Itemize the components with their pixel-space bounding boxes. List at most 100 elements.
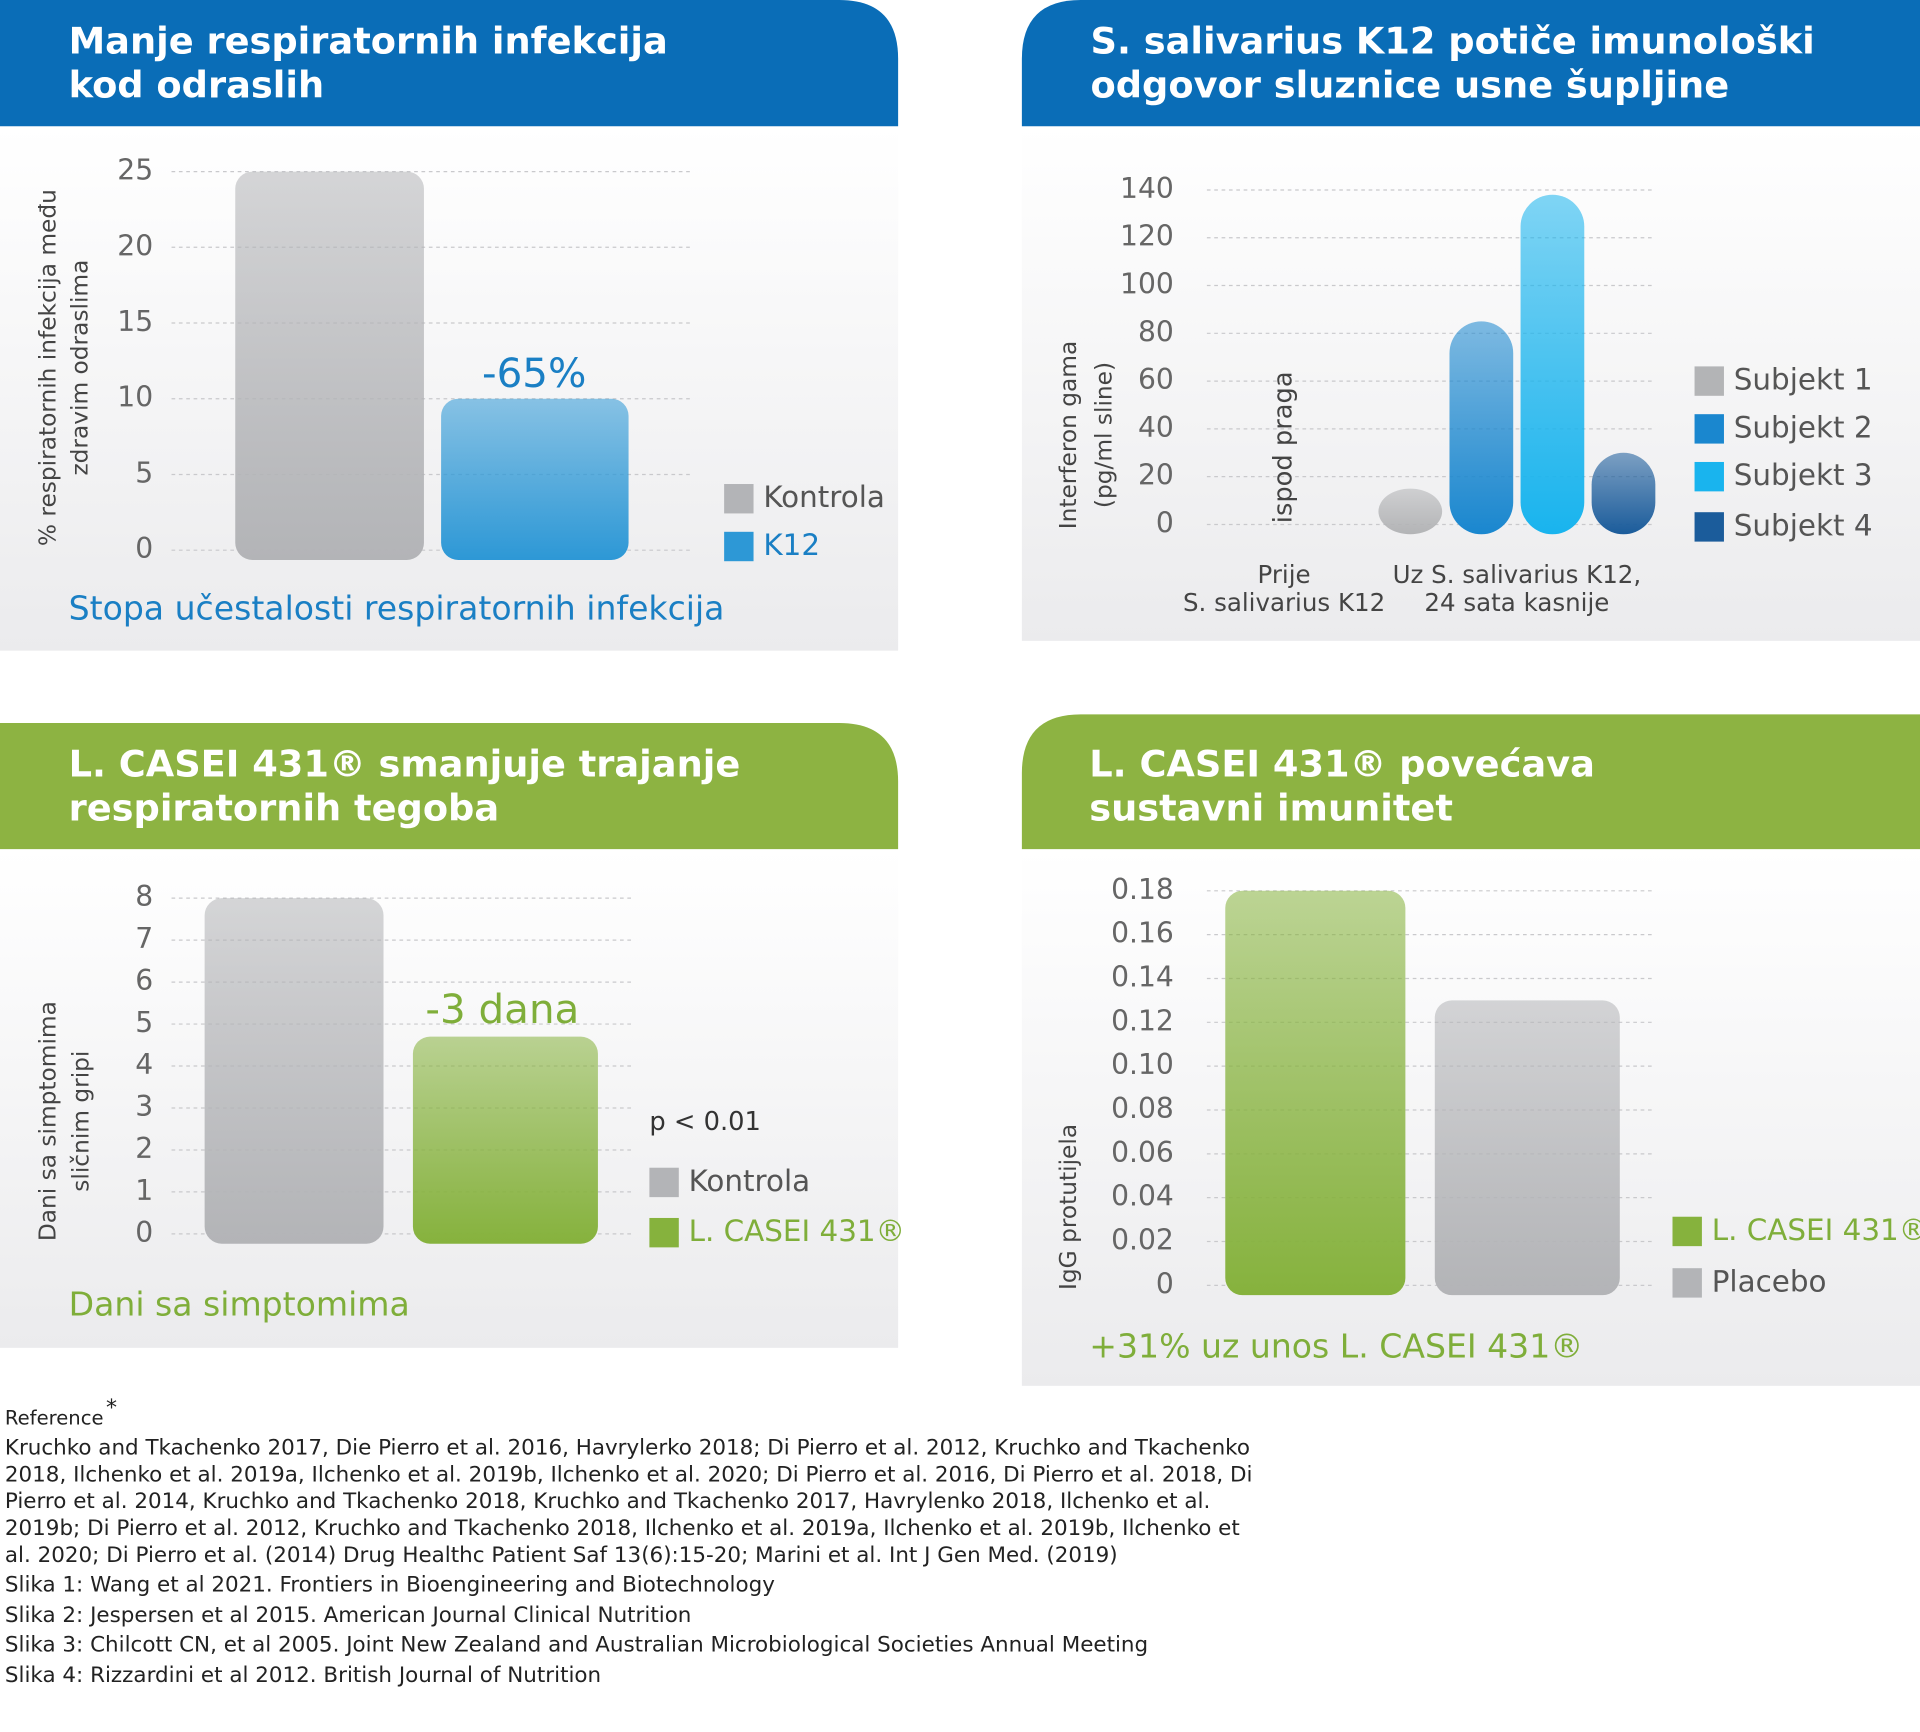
- y-axis-label: zdravim odraslima: [66, 260, 93, 476]
- reference-line: Pierro et al. 2014, Kruchko and Tkachenk…: [5, 1489, 1210, 1514]
- bar: [1378, 488, 1443, 535]
- y-axis-label: IgG protutijela: [1055, 1124, 1082, 1290]
- caption: Dani sa simptomima: [69, 1285, 410, 1324]
- x-tick-label: Prije: [1258, 560, 1311, 589]
- y-axis-label: Interferon gama: [1055, 341, 1082, 530]
- legend-swatch: [1672, 1268, 1702, 1298]
- y-tick-label: 0.14: [1111, 960, 1174, 993]
- annotation: p < 0.01: [649, 1107, 761, 1137]
- x-tick-label: Uz S. salivarius K12,: [1393, 560, 1642, 589]
- bar: [235, 171, 424, 560]
- reference-line: 2018, Ilchenko et al. 2019a, Ilchenko et…: [5, 1462, 1253, 1487]
- y-axis-label: Dani sa simptomima: [35, 1001, 62, 1241]
- reference-line: Slika 3: Chilcott CN, et al 2005. Joint …: [5, 1633, 1148, 1658]
- reference-line: Slika 2: Jespersen et al 2015. American …: [5, 1603, 692, 1628]
- legend-label: L. CASEI 431®: [1712, 1213, 1920, 1247]
- legend-swatch: [1694, 461, 1724, 492]
- y-tick-label: 140: [1120, 172, 1174, 205]
- chart-title: L. CASEI 431® smanjuje trajanje: [69, 742, 741, 785]
- bar: [204, 898, 384, 1244]
- legend-label: Subjekt 3: [1734, 458, 1873, 492]
- reference-line: 2019b; Di Pierro et al. 2012, Kruchko an…: [5, 1516, 1240, 1541]
- panel-header: [1021, 714, 1920, 850]
- bar: [1591, 452, 1656, 535]
- y-tick-label: 3: [135, 1090, 153, 1123]
- y-tick-label: 0: [1156, 506, 1174, 539]
- y-tick-label: 0.02: [1111, 1224, 1174, 1257]
- legend-swatch: [649, 1167, 679, 1198]
- bar: [1225, 890, 1406, 1296]
- reference-line: al. 2020; Di Pierro et al. (2014) Drug H…: [5, 1543, 1118, 1568]
- y-tick-label: 0.06: [1111, 1136, 1174, 1169]
- y-tick-label: 15: [117, 305, 153, 338]
- y-tick-label: 6: [135, 964, 153, 997]
- caption: Stopa učestalosti respiratornih infekcij…: [69, 589, 725, 628]
- chart-title: sustavni imunitet: [1089, 786, 1453, 829]
- chart-title: odgovor sluznice usne šupljine: [1090, 64, 1729, 107]
- annotation: ispod praga: [1269, 371, 1299, 523]
- legend-label: K12: [763, 528, 820, 562]
- y-tick-label: 8: [135, 880, 153, 913]
- legend-swatch: [649, 1217, 679, 1248]
- y-tick-label: 0.12: [1111, 1004, 1174, 1037]
- chart-title: respiratornih tegoba: [69, 786, 500, 829]
- y-tick-label: 4: [135, 1048, 153, 1081]
- reference-line: Slika 1: Wang et al 2021. Frontiers in B…: [5, 1573, 775, 1598]
- reference-line: Kruchko and Tkachenko 2017, Die Pierro e…: [5, 1435, 1250, 1460]
- y-tick-label: 0.08: [1111, 1092, 1174, 1125]
- x-tick-label: 24 sata kasnije: [1424, 588, 1609, 617]
- bar: [412, 1036, 598, 1244]
- legend-label: Subjekt 1: [1734, 363, 1873, 397]
- y-tick-label: 5: [135, 456, 153, 489]
- panel-body: [0, 126, 899, 651]
- y-tick-label: 5: [135, 1006, 153, 1039]
- legend-swatch: [724, 484, 754, 514]
- y-tick-label: 40: [1138, 411, 1174, 444]
- chart-title: L. CASEI 431® povećava: [1089, 742, 1595, 785]
- bar: [441, 398, 629, 560]
- references-mark: *: [106, 1396, 117, 1421]
- panel-header: [0, 0, 899, 127]
- y-axis-label: % respiratornih infekcija među: [35, 189, 62, 546]
- y-axis-label: sličnim gripi: [68, 1051, 95, 1192]
- y-tick-label: 80: [1138, 315, 1174, 348]
- legend-swatch: [1694, 366, 1724, 396]
- y-tick-label: 100: [1120, 268, 1174, 301]
- panel-header: [1021, 0, 1920, 127]
- bar: [1449, 321, 1514, 535]
- y-tick-label: 0.16: [1111, 917, 1174, 950]
- bar: [1520, 194, 1585, 535]
- references-heading: Reference: [5, 1406, 104, 1429]
- legend-label: L. CASEI 431®: [689, 1214, 905, 1248]
- legend-label: Subjekt 2: [1734, 410, 1873, 444]
- y-tick-label: 1: [135, 1174, 153, 1207]
- y-tick-label: 10: [117, 381, 153, 414]
- legend-label: Placebo: [1712, 1264, 1827, 1298]
- y-tick-label: 0.18: [1111, 873, 1174, 906]
- panel-header: [0, 722, 899, 850]
- legend-label: Kontrola: [763, 480, 885, 514]
- y-tick-label: 0: [1156, 1267, 1174, 1300]
- legend-label: Subjekt 4: [1734, 508, 1873, 542]
- annotation: -3 dana: [425, 985, 579, 1033]
- y-tick-label: 25: [117, 154, 153, 187]
- y-tick-label: 120: [1120, 220, 1174, 253]
- y-tick-label: 7: [135, 922, 153, 955]
- bar: [1434, 1000, 1620, 1296]
- y-tick-label: 20: [117, 229, 153, 262]
- y-tick-label: 60: [1138, 363, 1174, 396]
- legend-swatch: [724, 531, 754, 562]
- legend-swatch: [1672, 1216, 1702, 1247]
- y-tick-label: 0: [135, 532, 153, 565]
- y-axis-label: (pg/ml sline): [1091, 362, 1118, 508]
- y-tick-label: 0.10: [1111, 1048, 1174, 1081]
- legend-label: Kontrola: [689, 1164, 811, 1198]
- legend-swatch: [1694, 512, 1724, 542]
- y-tick-label: 0.04: [1111, 1180, 1174, 1213]
- caption: +31% uz unos L. CASEI 431®: [1089, 1326, 1583, 1365]
- y-tick-label: 20: [1138, 459, 1174, 492]
- legend-swatch: [1694, 414, 1724, 444]
- y-tick-label: 2: [135, 1132, 153, 1165]
